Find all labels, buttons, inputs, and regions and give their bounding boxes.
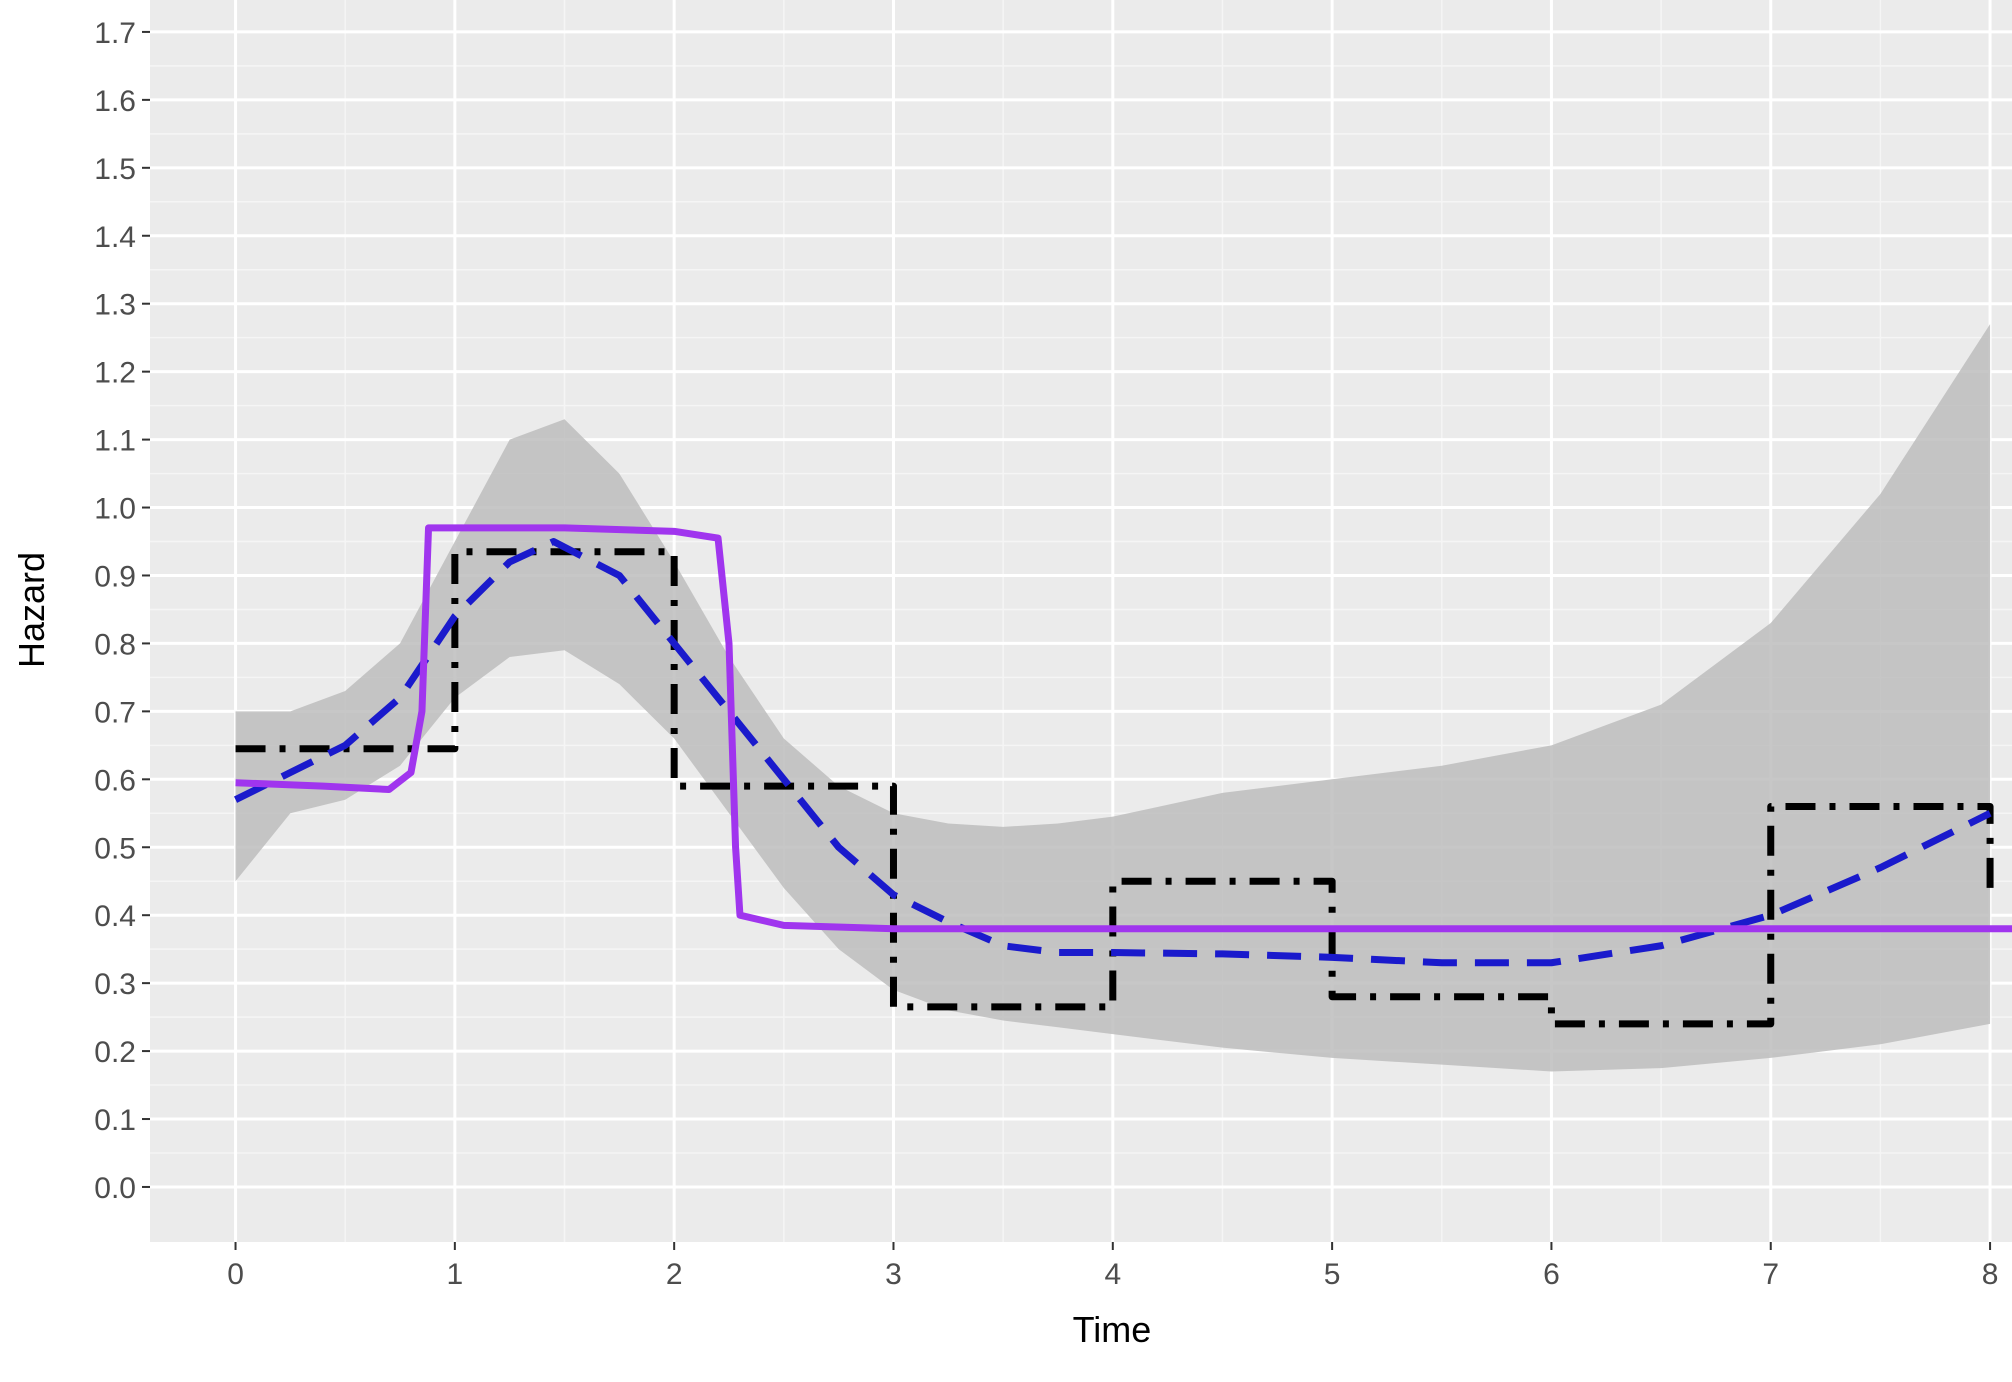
y-tick-label: 1.0 (94, 493, 136, 526)
x-tick-label: 5 (1324, 1258, 1341, 1291)
y-tick-label: 0.6 (94, 764, 136, 797)
y-tick-label: 0.8 (94, 628, 136, 661)
y-tick-label: 0.0 (94, 1172, 136, 1205)
y-tick-label: 1.3 (94, 289, 136, 322)
y-tick-label: 1.2 (94, 357, 136, 390)
y-tick-label: 0.7 (94, 696, 136, 729)
y-tick-label: 0.9 (94, 560, 136, 593)
line (233, 538, 1992, 967)
x-tick-label: 2 (666, 1258, 683, 1291)
line (235, 524, 2012, 933)
x-tick-label: 4 (1104, 1258, 1121, 1291)
x-tick-label: 8 (1982, 1258, 1999, 1291)
y-tick-label: 0.3 (94, 968, 136, 1001)
y-tick-label: 1.5 (94, 153, 136, 186)
y-tick-label: 0.2 (94, 1036, 136, 1069)
x-tick-label: 1 (447, 1258, 464, 1291)
y-tick-label: 0.5 (94, 832, 136, 865)
confidence-band (235, 324, 1991, 1072)
x-tick-label: 7 (1762, 1258, 1779, 1291)
y-tick-label: 1.6 (94, 85, 136, 118)
x-tick-label: 3 (885, 1258, 902, 1291)
y-tick-label: 1.4 (94, 221, 136, 254)
y-tick-label: 1.1 (94, 425, 136, 458)
y-axis-label: Hazard (11, 552, 52, 668)
y-tick-label: 0.1 (94, 1104, 136, 1137)
y-tick-label: 0.4 (94, 900, 136, 933)
y-tick-label: 1.7 (94, 17, 136, 50)
x-tick-label: 6 (1543, 1258, 1560, 1291)
x-axis-label: Time (1073, 1309, 1152, 1350)
x-tick-label: 0 (227, 1258, 244, 1291)
